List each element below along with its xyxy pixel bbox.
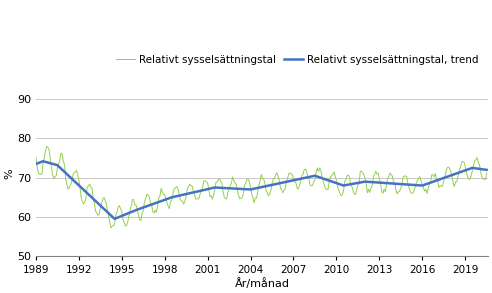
X-axis label: År/månad: År/månad xyxy=(234,278,289,289)
Legend: Relativt sysselsättningstal, Relativt sysselsättningstal, trend: Relativt sysselsättningstal, Relativt sy… xyxy=(112,50,483,69)
Line: Relativt sysselsättningstal: Relativt sysselsättningstal xyxy=(36,146,487,228)
Line: Relativt sysselsättningstal, trend: Relativt sysselsättningstal, trend xyxy=(36,161,487,219)
Y-axis label: %: % xyxy=(4,168,14,179)
